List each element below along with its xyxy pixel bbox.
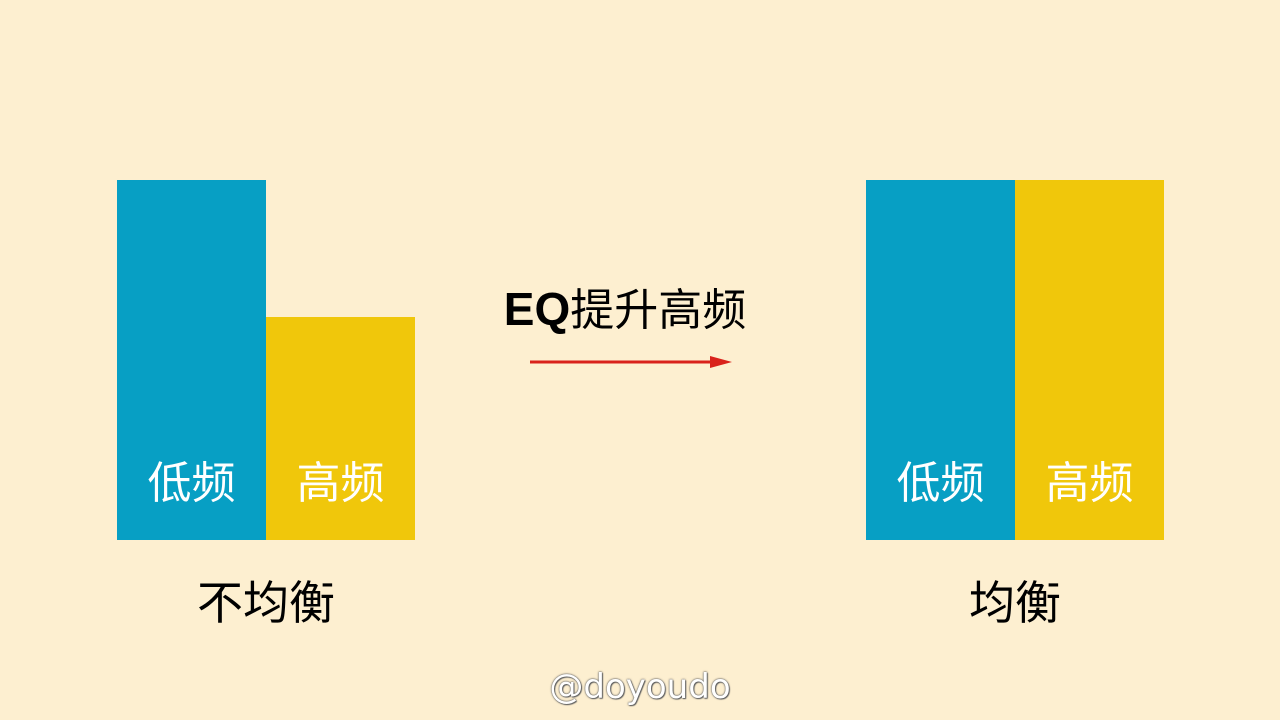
right-high-frequency-bar: 高频 xyxy=(1015,180,1164,540)
left-caption-unbalanced: 不均衡 xyxy=(197,576,335,630)
watermark: @doyoudo xyxy=(549,667,731,707)
right-caption-balanced: 均衡 xyxy=(969,576,1061,630)
eq-label-bold: EQ xyxy=(503,283,571,335)
right-high-frequency-label: 高频 xyxy=(1045,458,1134,509)
left-high-frequency-bar: 高频 xyxy=(266,317,415,540)
arrow-head xyxy=(710,356,732,368)
left-low-frequency-bar: 低频 xyxy=(117,180,266,540)
left-high-frequency-label: 高频 xyxy=(296,458,385,509)
right-low-frequency-label: 低频 xyxy=(896,458,985,509)
right-low-frequency-bar: 低频 xyxy=(866,180,1015,540)
eq-label-text: 提升高频 xyxy=(570,285,747,336)
right-arrow-icon xyxy=(530,356,732,368)
eq-boost-high-label: EQ提升高频 xyxy=(470,286,780,333)
left-low-frequency-label: 低频 xyxy=(147,458,236,509)
